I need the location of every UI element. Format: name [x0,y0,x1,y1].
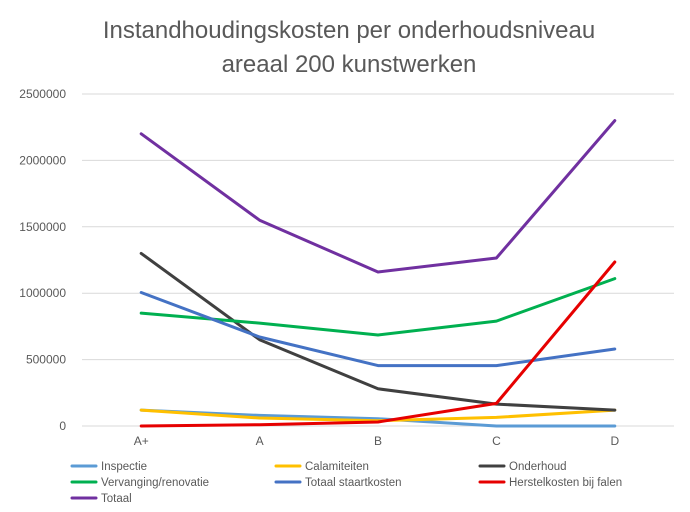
legend: Inspectie Calamiteiten Onderhoud Vervanging… [70,461,622,505]
legend-item: Totaal staartkosten [274,477,402,489]
y-tick-label: 0 [59,419,66,433]
y-axis: 0 500000 1000000 1500000 2000000 2500000 [19,87,66,433]
y-tick-label: 2500000 [19,87,66,101]
x-tick-label: D [610,434,619,448]
legend-label: Totaal staartkosten [305,477,402,489]
legend-label: Totaal [101,493,132,505]
series-line-onderhoud [139,251,617,412]
series-line-totaal [139,119,617,274]
series-lines [139,119,617,428]
legend-item: Vervanging/renovatie [70,477,209,489]
y-tick-label: 2000000 [19,153,66,167]
series-line-inspectie [139,408,617,428]
y-tick-label: 1500000 [19,220,66,234]
chart-subtitle: areaal 200 kunstwerken [222,51,477,78]
legend-label: Herstelkosten bij falen [509,477,622,489]
legend-item: Inspectie [70,461,147,473]
x-axis: A+ A B C D [134,434,620,448]
legend-item: Totaal [70,493,132,505]
series-line-herstelkosten-bij-falen [139,260,617,428]
legend-label: Vervanging/renovatie [101,477,209,489]
legend-label: Calamiteiten [305,461,369,473]
legend-item: Herstelkosten bij falen [478,477,622,489]
grid [82,93,674,427]
x-tick-label: B [374,434,382,448]
series-line-vervanging-renovatie [139,277,617,337]
legend-label: Onderhoud [509,461,567,473]
x-tick-label: A [256,434,264,448]
series-line-totaal-staartkosten [139,291,617,368]
legend-item: Calamiteiten [274,461,369,473]
legend-label: Inspectie [101,461,147,473]
x-tick-label: C [492,434,501,448]
y-tick-label: 1000000 [19,286,66,300]
chart-title: Instandhoudingskosten per onderhoudsnive… [103,17,595,44]
legend-item: Onderhoud [478,461,567,473]
y-tick-label: 500000 [26,353,66,367]
x-tick-label: A+ [134,434,149,448]
